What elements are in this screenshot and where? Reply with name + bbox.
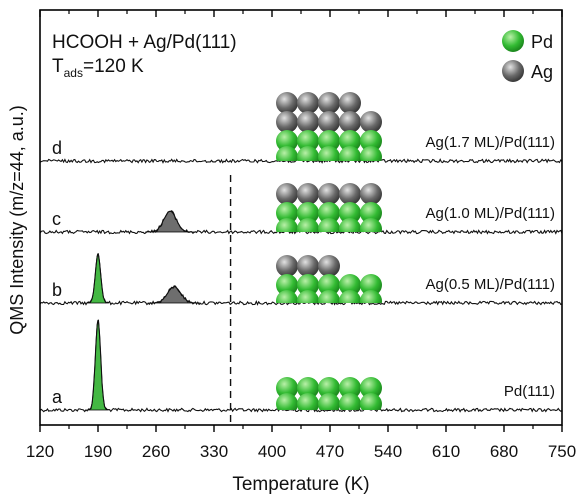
atom	[297, 130, 319, 152]
series-a-letter: a	[52, 387, 63, 407]
atom	[318, 290, 340, 303]
atom	[339, 146, 361, 161]
atom	[276, 146, 298, 161]
atom	[318, 92, 340, 114]
x-tick-label: 750	[548, 442, 576, 461]
atom	[297, 377, 319, 399]
atom	[339, 290, 361, 303]
atom	[360, 202, 382, 224]
x-tick-label: 120	[26, 442, 54, 461]
atom	[318, 393, 340, 410]
legend-item-pd: Pd	[502, 30, 553, 52]
series-a-label: Pd(111)	[504, 383, 555, 400]
atom	[276, 92, 298, 114]
atom	[360, 377, 382, 399]
atom	[339, 274, 361, 296]
series-b: b Ag(0.5 ML)/Pd(111)	[39, 253, 563, 306]
series-c-letter: c	[52, 209, 61, 229]
atom	[276, 377, 298, 399]
series-d-label: Ag(1.7 ML)/Pd(111)	[426, 134, 556, 151]
atom	[360, 130, 382, 152]
surface-models	[276, 92, 382, 410]
atom	[297, 290, 319, 303]
atom	[339, 377, 361, 399]
series-b-letter: b	[52, 280, 62, 300]
x-tick-label: 540	[374, 442, 402, 461]
x-tick-label: 260	[142, 442, 170, 461]
y-axis-label: QMS Intensity (m/z=44, a.u.)	[7, 105, 27, 335]
atom	[297, 146, 319, 161]
atom	[339, 393, 361, 410]
x-axis-label: Temperature (K)	[232, 474, 369, 495]
series-d-letter: d	[52, 138, 62, 158]
atom	[276, 290, 298, 303]
atom	[318, 377, 340, 399]
x-axis: 120 190 260 330 400 470 540 610 680 750	[26, 10, 576, 461]
atom	[360, 183, 382, 205]
atom	[276, 218, 298, 232]
legend-label-pd: Pd	[531, 32, 553, 52]
atom	[276, 274, 298, 296]
atom	[318, 111, 340, 133]
atom	[318, 218, 340, 232]
model-d-ag17	[276, 92, 382, 161]
atom	[339, 92, 361, 114]
x-tick-label: 330	[200, 442, 228, 461]
atom	[276, 202, 298, 224]
atom	[297, 202, 319, 224]
atom	[318, 255, 340, 277]
atom	[297, 274, 319, 296]
series-a-line	[39, 319, 563, 413]
x-tick-label: 610	[432, 442, 460, 461]
atom	[360, 290, 382, 303]
atom	[360, 146, 382, 161]
atom	[339, 130, 361, 152]
x-tick-label: 680	[490, 442, 518, 461]
atom	[318, 130, 340, 152]
atom	[297, 92, 319, 114]
atom	[276, 130, 298, 152]
atom	[297, 393, 319, 410]
ag-atom-icon	[502, 60, 524, 82]
model-a-pd111	[276, 377, 382, 410]
atom	[318, 146, 340, 161]
atom	[339, 202, 361, 224]
pd-atom-icon	[502, 30, 524, 52]
model-b-ag05	[276, 255, 382, 303]
chart-subtitle: Tads=120 K	[52, 56, 144, 80]
atom	[339, 183, 361, 205]
data-layer: a Pd(111) b Ag(0.5 ML)/Pd(111) c Ag(1.0 ML)/P…	[39, 134, 563, 425]
atom	[297, 183, 319, 205]
x-tick-label: 190	[84, 442, 112, 461]
model-c-ag10	[276, 183, 382, 232]
atom	[276, 393, 298, 410]
atom	[297, 218, 319, 232]
atom	[276, 111, 298, 133]
series-c-label: Ag(1.0 ML)/Pd(111)	[426, 205, 556, 222]
legend: Pd Ag	[502, 30, 553, 82]
atom	[318, 183, 340, 205]
atom	[318, 202, 340, 224]
legend-label-ag: Ag	[531, 62, 553, 82]
series-b-label: Ag(0.5 ML)/Pd(111)	[426, 276, 556, 293]
chart-title: HCOOH + Ag/Pd(111)	[52, 32, 237, 53]
atom	[360, 274, 382, 296]
atom	[360, 393, 382, 410]
atom	[360, 218, 382, 232]
atom	[276, 183, 298, 205]
x-tick-label: 400	[258, 442, 286, 461]
series-a: a Pd(111)	[39, 319, 563, 413]
atom	[297, 255, 319, 277]
x-tick-label: 470	[316, 442, 344, 461]
atom	[318, 274, 340, 296]
atom	[339, 111, 361, 133]
atom	[360, 111, 382, 133]
atom	[339, 218, 361, 232]
atom	[297, 111, 319, 133]
legend-item-ag: Ag	[502, 60, 553, 82]
atom	[276, 255, 298, 277]
